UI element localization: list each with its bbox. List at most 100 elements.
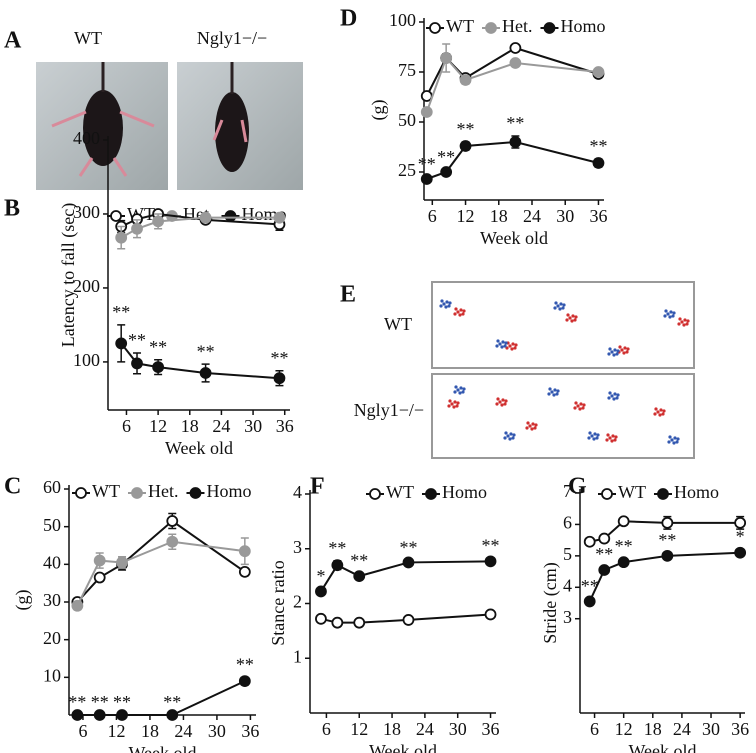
footprint-dot <box>562 303 566 307</box>
y-tick-label: 100 <box>73 350 100 370</box>
significance-label: ** <box>437 147 455 167</box>
footprint-dot <box>579 402 583 406</box>
footprint-dot <box>495 402 499 406</box>
x-tick-label: 18 <box>383 719 401 739</box>
footprint-dot <box>587 436 591 440</box>
y-axis-label: Stride (cm) <box>540 562 561 643</box>
x-tick-label: 30 <box>449 719 467 739</box>
legend-label: WT <box>92 481 120 501</box>
footprint-dot <box>578 407 582 411</box>
x-axis-label: Week old <box>165 438 233 458</box>
x-tick-label: 36 <box>589 206 607 226</box>
data-point <box>199 211 212 224</box>
data-point <box>71 709 84 721</box>
data-point <box>734 516 747 529</box>
footprint-dot <box>659 408 663 412</box>
data-point <box>420 173 433 185</box>
x-tick-label: 30 <box>244 416 262 436</box>
series-line <box>425 46 599 97</box>
footprint-dot <box>613 438 617 442</box>
significance-label: ** <box>595 544 613 564</box>
footprint-dot <box>500 345 504 349</box>
y-axis-label: Stance ratio <box>268 560 288 645</box>
x-tick-label: 6 <box>78 721 87 741</box>
footprint-dot <box>453 312 457 316</box>
panel-label: B <box>4 196 20 222</box>
footprint-dot <box>618 345 622 349</box>
footprint-dot <box>439 304 443 308</box>
legend-label: WT <box>446 16 474 36</box>
data-point <box>592 157 605 169</box>
significance-label: ** <box>270 348 288 368</box>
significance-label: ** <box>236 654 254 674</box>
footprint-dot <box>456 388 460 392</box>
significance-label: ** <box>399 537 417 557</box>
footprint-dot <box>677 322 681 326</box>
footprint-dot <box>442 302 446 306</box>
legend-marker <box>224 210 237 222</box>
legend-marker <box>601 488 613 500</box>
footprint-dot <box>666 312 670 316</box>
footprint-dot <box>615 396 619 400</box>
footprint-dot <box>447 404 451 408</box>
footprint-dot <box>658 413 662 417</box>
data-point <box>617 515 630 528</box>
footprint-dot <box>552 393 556 397</box>
footprint-dot <box>612 397 616 401</box>
y-tick-label: 300 <box>73 202 100 222</box>
x-tick-label: 6 <box>122 416 131 436</box>
footprint-dot <box>667 440 671 444</box>
y-axis-label: Latency to fall (sec) <box>58 203 79 347</box>
y-tick-label: 30 <box>43 590 61 610</box>
data-point <box>238 675 251 687</box>
data-point <box>440 52 453 64</box>
footprint-dot <box>593 432 597 436</box>
footprint-dot <box>503 402 507 406</box>
footprint-dot <box>613 348 617 352</box>
legend-marker <box>425 488 437 500</box>
footprint-dot <box>610 439 614 443</box>
footprint-dot <box>573 406 577 410</box>
footprint-dot <box>590 434 594 438</box>
footprint-dot <box>445 300 449 304</box>
data-point <box>598 564 611 576</box>
footprint-dot <box>653 412 657 416</box>
footprint-dot <box>454 307 458 311</box>
data-point <box>166 709 179 721</box>
y-tick-label: 5 <box>563 544 572 564</box>
data-point <box>484 608 497 621</box>
significance-label: ** <box>163 692 181 712</box>
footprint-dot <box>509 432 513 436</box>
photo <box>36 62 168 190</box>
footprint-dot <box>455 404 459 408</box>
footprint-dot <box>458 391 462 395</box>
y-tick-label: 4 <box>563 575 572 595</box>
footprint-dot <box>462 309 466 313</box>
footprint-dot <box>620 348 624 352</box>
data-point <box>116 556 128 569</box>
legend-label: WT <box>618 482 646 502</box>
footprint-dot <box>461 390 465 394</box>
y-tick-label: 7 <box>563 481 572 501</box>
y-tick-label: 100 <box>389 10 416 30</box>
x-axis-label: Week old <box>128 743 196 753</box>
footprint-dot <box>592 437 596 441</box>
data-point <box>509 57 522 69</box>
photo-caption: WT <box>74 28 102 48</box>
x-tick-label: 12 <box>350 719 368 739</box>
footprint-dot <box>459 308 463 312</box>
y-tick-label: 400 <box>73 128 100 148</box>
footprint-dot <box>504 399 508 403</box>
footprint-dot <box>670 438 674 442</box>
panel-label: C <box>4 474 21 500</box>
footprint-dot <box>676 437 680 441</box>
x-tick-label: 18 <box>644 719 662 739</box>
footprint-dot <box>664 309 668 313</box>
footprint-dot <box>596 433 600 437</box>
footprint-dot <box>513 346 517 350</box>
legend-marker <box>657 488 669 500</box>
legend-marker <box>131 487 143 499</box>
y-tick-label: 3 <box>293 537 302 557</box>
significance-label: ** <box>197 341 215 361</box>
y-tick-label: 10 <box>43 665 61 685</box>
